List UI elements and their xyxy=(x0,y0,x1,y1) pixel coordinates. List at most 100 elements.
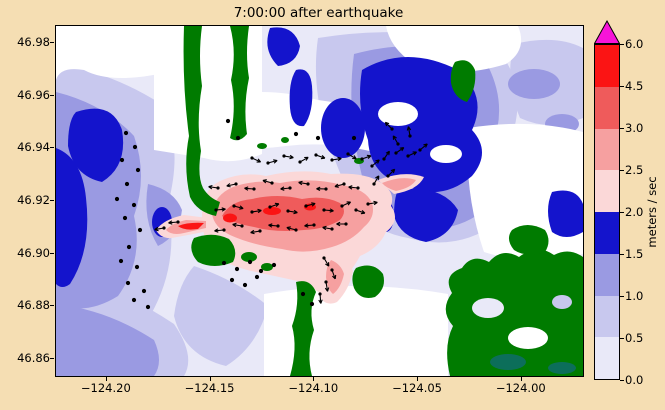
velocity-arrow-base-dot xyxy=(386,174,390,178)
colorbar-band xyxy=(595,295,619,338)
gauge-dot xyxy=(134,264,140,270)
velocity-arrow-base-dot xyxy=(390,127,394,131)
colorbar-tick-label: 1.5 xyxy=(625,247,644,261)
y-axis-tick-label: 46.86 xyxy=(17,350,50,365)
x-axis-tick-mark xyxy=(417,377,419,381)
velocity-arrow-base-dot xyxy=(418,148,422,152)
velocity-arrow-base-dot xyxy=(162,226,166,230)
y-axis-tick-label: 46.92 xyxy=(17,193,50,207)
velocity-arrow-base-dot xyxy=(324,280,328,284)
colorbar-tick-label: 1.0 xyxy=(625,289,644,303)
colorbar-bands xyxy=(594,44,620,380)
gauge-dot xyxy=(271,262,277,268)
gauge-dot xyxy=(229,277,235,283)
velocity-arrow-base-dot xyxy=(312,223,316,227)
velocity-arrow-base-dot xyxy=(406,154,410,158)
velocity-arrow-base-dot xyxy=(234,182,238,186)
velocity-arrow-base-dot xyxy=(240,224,244,228)
gauge-dot xyxy=(132,144,138,150)
colorbar-band xyxy=(595,45,619,87)
velocity-arrow-base-dot xyxy=(252,187,256,191)
velocity-arrow-base-dot xyxy=(286,209,290,213)
velocity-arrow-base-dot xyxy=(366,202,370,206)
velocity-arrow-base-dot xyxy=(298,160,302,164)
colorbar-band xyxy=(595,337,619,379)
velocity-arrow-base-dot xyxy=(330,158,334,162)
x-axis-tick-label: −124.00 xyxy=(495,381,546,395)
velocity-arrow-base-dot xyxy=(360,157,364,161)
y-axis-tick-mark xyxy=(50,147,54,149)
gauge-dot xyxy=(123,130,129,136)
colorbar-tick-label: 2.5 xyxy=(625,163,644,177)
velocity-arrow-base-dot xyxy=(354,208,358,212)
gauge-dot xyxy=(300,291,306,297)
colorbar xyxy=(594,20,620,380)
gauge-dot xyxy=(131,202,137,208)
y-axis-tick-mark xyxy=(50,252,54,254)
velocity-arrow-base-dot xyxy=(306,182,310,186)
velocity-arrow-base-dot xyxy=(216,186,220,190)
colorbar-band xyxy=(595,212,619,254)
gauge-dot xyxy=(234,266,240,272)
colorbar-tick-label: 4.5 xyxy=(625,79,644,93)
plot-title: 7:00:00 after earthquake xyxy=(233,5,404,21)
velocity-arrow-base-dot xyxy=(322,208,326,212)
x-axis-tick-mark xyxy=(520,377,522,381)
velocity-arrow-base-dot xyxy=(276,224,280,228)
gauge-dot xyxy=(137,227,143,233)
colorbar-tick-label: 6.0 xyxy=(625,37,644,51)
gauge-dot xyxy=(145,304,151,310)
gauge-dot xyxy=(293,131,299,137)
gauge-dot xyxy=(247,259,253,265)
gauge-dot xyxy=(114,196,120,202)
x-axis-tick-mark xyxy=(313,377,315,381)
x-axis-tick-mark xyxy=(209,377,211,381)
land-holes xyxy=(472,295,576,374)
gauge-dot xyxy=(235,135,241,141)
colorbar-tick-label: 0.0 xyxy=(625,373,644,387)
velocity-vectors xyxy=(114,118,428,310)
x-axis-tick-label: −124.10 xyxy=(288,381,339,395)
y-axis-tick-label: 46.90 xyxy=(17,245,50,260)
gauge-dot xyxy=(118,258,124,264)
gauge-dot xyxy=(135,167,141,173)
velocity-arrow-base-dot xyxy=(396,142,400,146)
gauge-dot xyxy=(126,244,132,250)
y-axis-tick-mark xyxy=(50,94,54,96)
y-axis-tick-label: 46.94 xyxy=(17,140,50,155)
gauge-dot xyxy=(254,274,260,280)
velocity-arrow-base-dot xyxy=(394,151,398,155)
y-axis-tick-mark xyxy=(50,357,54,359)
colorbar-tick-mark xyxy=(620,254,624,255)
colorbar-band xyxy=(595,170,619,212)
colorbar-band xyxy=(595,86,619,129)
velocity-arrow-base-dot xyxy=(222,228,226,232)
y-axis-tick-label: 46.98 xyxy=(17,35,50,50)
gauge-dot xyxy=(119,157,125,163)
y-axis-tick-mark xyxy=(50,42,54,44)
x-axis-tick-label: −124.20 xyxy=(80,381,131,395)
colorbar-tick-label: 2.0 xyxy=(625,205,644,219)
velocity-arrow-base-dot xyxy=(330,227,334,231)
gauge-dot xyxy=(141,288,147,294)
velocity-arrow-base-dot xyxy=(344,222,348,226)
colorbar-tick-label: 0.5 xyxy=(625,331,644,345)
velocity-arrow-base-dot xyxy=(342,182,346,186)
colorbar-tick-mark xyxy=(620,380,624,381)
colorbar-tick-mark xyxy=(620,170,624,171)
colorbar-tick-mark xyxy=(620,86,624,87)
velocity-arrow-base-dot xyxy=(288,186,292,190)
velocity-arrow-base-dot xyxy=(356,186,360,190)
velocity-arrow-base-dot xyxy=(340,204,344,208)
y-axis-tick-label: 46.96 xyxy=(17,87,50,102)
plot-area xyxy=(55,25,584,377)
velocity-arrow-base-dot xyxy=(330,268,334,272)
velocity-arrow-base-dot xyxy=(176,220,180,224)
velocity-arrow-base-dot xyxy=(270,181,274,185)
gauge-dot xyxy=(258,268,264,274)
velocity-arrow-base-dot xyxy=(266,161,270,165)
colorbar-band xyxy=(595,128,619,171)
velocity-arrow-base-dot xyxy=(268,205,272,209)
gauge-dot xyxy=(351,135,357,141)
velocity-arrow-base-dot xyxy=(250,210,254,214)
